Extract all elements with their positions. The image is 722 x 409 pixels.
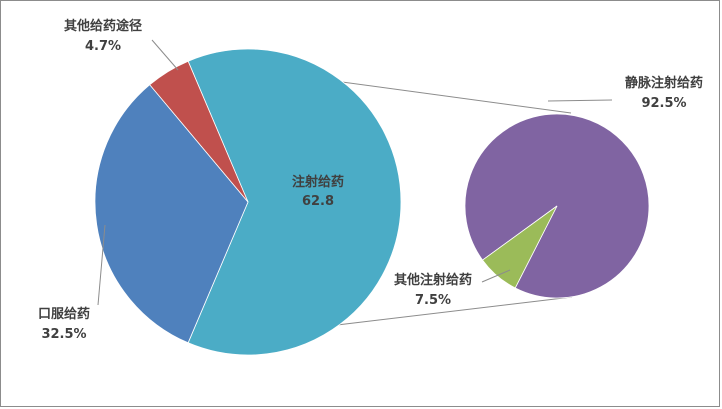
slice-label-iv: 静脉注射给药 bbox=[625, 75, 703, 91]
slice-oral bbox=[94, 84, 249, 344]
slice-label-oral: 口服给药 bbox=[38, 306, 90, 322]
slice-value-iv: 92.5% bbox=[641, 96, 686, 111]
leader-other-route bbox=[151, 39, 179, 71]
leader-oral bbox=[97, 224, 106, 306]
slice-label-other-route: 其他给药途径 bbox=[64, 18, 142, 34]
secondary-pie bbox=[464, 113, 650, 299]
slice-other-route bbox=[149, 60, 249, 203]
slice-label-other-injection: 其他注射给药 bbox=[394, 272, 472, 288]
slice-value-injection: 62.8 bbox=[302, 194, 334, 209]
slice-value-oral: 32.5% bbox=[41, 327, 86, 342]
slice-label-injection: 注射给药 bbox=[292, 174, 344, 190]
leader-iv bbox=[547, 99, 613, 102]
leader-lines bbox=[97, 39, 613, 306]
slice-value-other-route: 4.7% bbox=[85, 39, 121, 54]
leader-other-injection bbox=[481, 269, 511, 283]
slice-injection bbox=[187, 48, 402, 356]
slice-value-other-injection: 7.5% bbox=[415, 293, 451, 308]
main-pie bbox=[94, 48, 402, 356]
